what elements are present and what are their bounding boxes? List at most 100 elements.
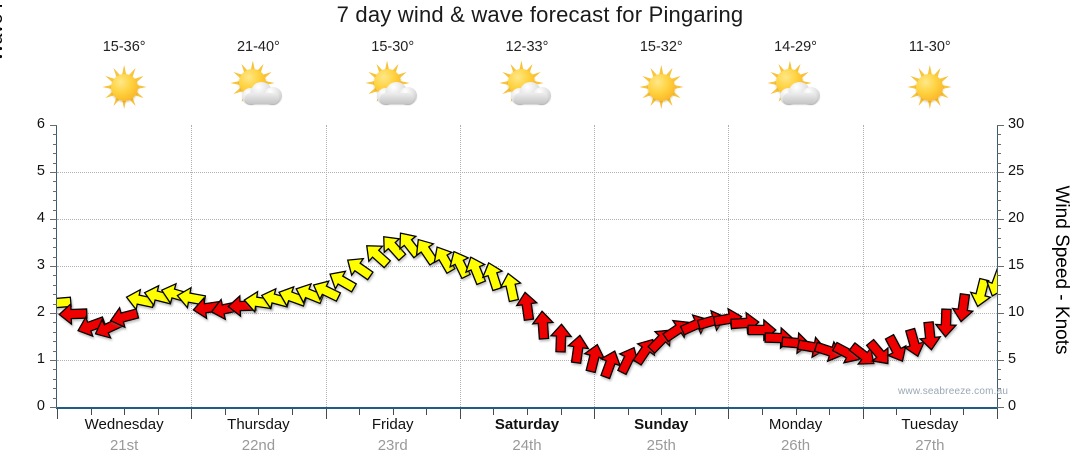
y-minor-tick-right — [997, 294, 1001, 296]
y-minor-tick-right — [997, 331, 1001, 333]
y-minor-tick-right — [997, 303, 1001, 305]
y-minor-tick-left — [53, 190, 57, 192]
day-header-friday: 15-30° — [326, 36, 460, 124]
day-date: 23rd — [377, 437, 408, 454]
y-minor-tick-right — [997, 341, 1001, 343]
y-minor-tick-right — [997, 209, 1001, 211]
cloud-icon — [242, 82, 283, 104]
y-minor-tick-left — [53, 341, 57, 343]
x-minor-tick — [258, 409, 260, 415]
sunny-icon — [96, 60, 152, 114]
y-tick-left — [50, 360, 57, 361]
partly-cloudy-icon — [230, 60, 286, 114]
day-date: 24th — [512, 437, 542, 454]
x-minor-tick — [157, 409, 159, 415]
x-major-tick — [594, 409, 596, 419]
day-name: Saturday — [494, 416, 560, 433]
day-footer-friday: Friday 23rd — [326, 414, 460, 470]
gridline-horizontal — [57, 219, 997, 220]
y-minor-tick-left — [53, 200, 57, 202]
sunny-icon — [902, 60, 958, 114]
y-label-right: 30 — [1008, 116, 1025, 132]
y-minor-tick-right — [997, 388, 1001, 390]
y-minor-tick-left — [53, 369, 57, 371]
day-date: 26th — [780, 437, 811, 454]
y-minor-tick-left — [53, 331, 57, 333]
wind-arrow-layer — [57, 125, 997, 407]
y-tick-left — [50, 266, 57, 267]
day-footer-sunday: Sunday 25th — [594, 414, 728, 470]
day-name: Monday — [768, 416, 823, 433]
y-label-right: 20 — [1008, 210, 1025, 226]
day-header-monday: 14-29° — [728, 36, 862, 124]
cloud-icon — [376, 82, 417, 104]
y-minor-tick-right — [997, 162, 1001, 164]
partly-cloudy-icon — [365, 60, 421, 114]
y-label-left: 1 — [36, 351, 45, 367]
y-minor-tick-left — [53, 397, 57, 399]
y-minor-tick-left — [53, 143, 57, 145]
y-label-left: 4 — [36, 210, 45, 226]
day-header-saturday: 12-33° — [460, 36, 594, 124]
day-temperature-range: 21-40° — [236, 39, 280, 55]
y-label-right: 25 — [1008, 163, 1025, 179]
x-minor-tick — [124, 409, 126, 415]
y-label-left: 2 — [36, 304, 45, 320]
x-major-tick — [459, 409, 461, 419]
day-header-thursday: 21-40° — [191, 36, 325, 124]
y-label-right: 15 — [1008, 257, 1025, 273]
x-minor-tick — [963, 409, 965, 415]
x-minor-tick — [392, 409, 394, 415]
cloud-icon — [779, 82, 820, 104]
x-minor-tick — [661, 409, 663, 415]
y-tick-right — [997, 407, 1004, 408]
y-label-left: 3 — [36, 257, 45, 273]
y-minor-tick-right — [997, 143, 1001, 145]
x-minor-tick — [224, 409, 226, 415]
y-tick-right — [997, 360, 1004, 361]
y-minor-tick-left — [53, 378, 57, 380]
x-minor-tick — [627, 409, 629, 415]
y-tick-right — [997, 125, 1004, 126]
x-minor-tick — [896, 409, 898, 415]
day-header-sunday: 15-32° — [594, 36, 728, 124]
y-minor-tick-right — [997, 256, 1001, 258]
y-axis-right-title: Wind Speed - Knots — [1051, 185, 1072, 355]
day-name: Thursday — [227, 416, 290, 433]
y-minor-tick-left — [53, 237, 57, 239]
x-minor-tick — [829, 409, 831, 415]
y-minor-tick-left — [53, 275, 57, 277]
x-minor-tick — [359, 409, 361, 415]
day-header-wednesday: 15-36° — [57, 36, 191, 124]
plot-area — [57, 125, 997, 407]
day-temperature-range: 11-30° — [908, 39, 951, 55]
day-footer-monday: Monday 26th — [728, 414, 862, 470]
y-tick-left — [50, 172, 57, 173]
chart-title: 7 day wind & wave forecast for Pingaring — [336, 2, 744, 27]
y-minor-tick-right — [997, 134, 1001, 136]
day-name: Sunday — [634, 416, 689, 433]
y-label-right: 0 — [1008, 398, 1017, 414]
y-tick-left — [50, 125, 57, 126]
y-minor-tick-right — [997, 190, 1001, 192]
y-minor-tick-right — [997, 200, 1001, 202]
y-minor-tick-left — [53, 294, 57, 296]
x-minor-tick — [560, 409, 562, 415]
day-footer-wednesday: Wednesday 21st — [57, 414, 191, 470]
cloud-icon — [510, 82, 551, 104]
day-footer-tuesday: Tuesday 27th — [863, 414, 997, 470]
day-footer-strip: Wednesday 21st Thursday 22nd Friday 23rd Satur… — [57, 414, 997, 470]
y-minor-tick-right — [997, 247, 1001, 249]
x-minor-tick — [90, 409, 92, 415]
y-tick-left — [50, 407, 57, 408]
gridline-horizontal — [57, 172, 997, 173]
x-major-tick — [862, 409, 864, 419]
y-minor-tick-right — [997, 275, 1001, 277]
day-date: 22nd — [241, 437, 276, 454]
x-major-tick — [57, 409, 58, 419]
y-minor-tick-right — [997, 369, 1001, 371]
y-tick-right — [997, 219, 1004, 220]
y-minor-tick-left — [53, 162, 57, 164]
y-minor-tick-left — [53, 153, 57, 155]
day-header-tuesday: 11-30° — [863, 36, 997, 124]
